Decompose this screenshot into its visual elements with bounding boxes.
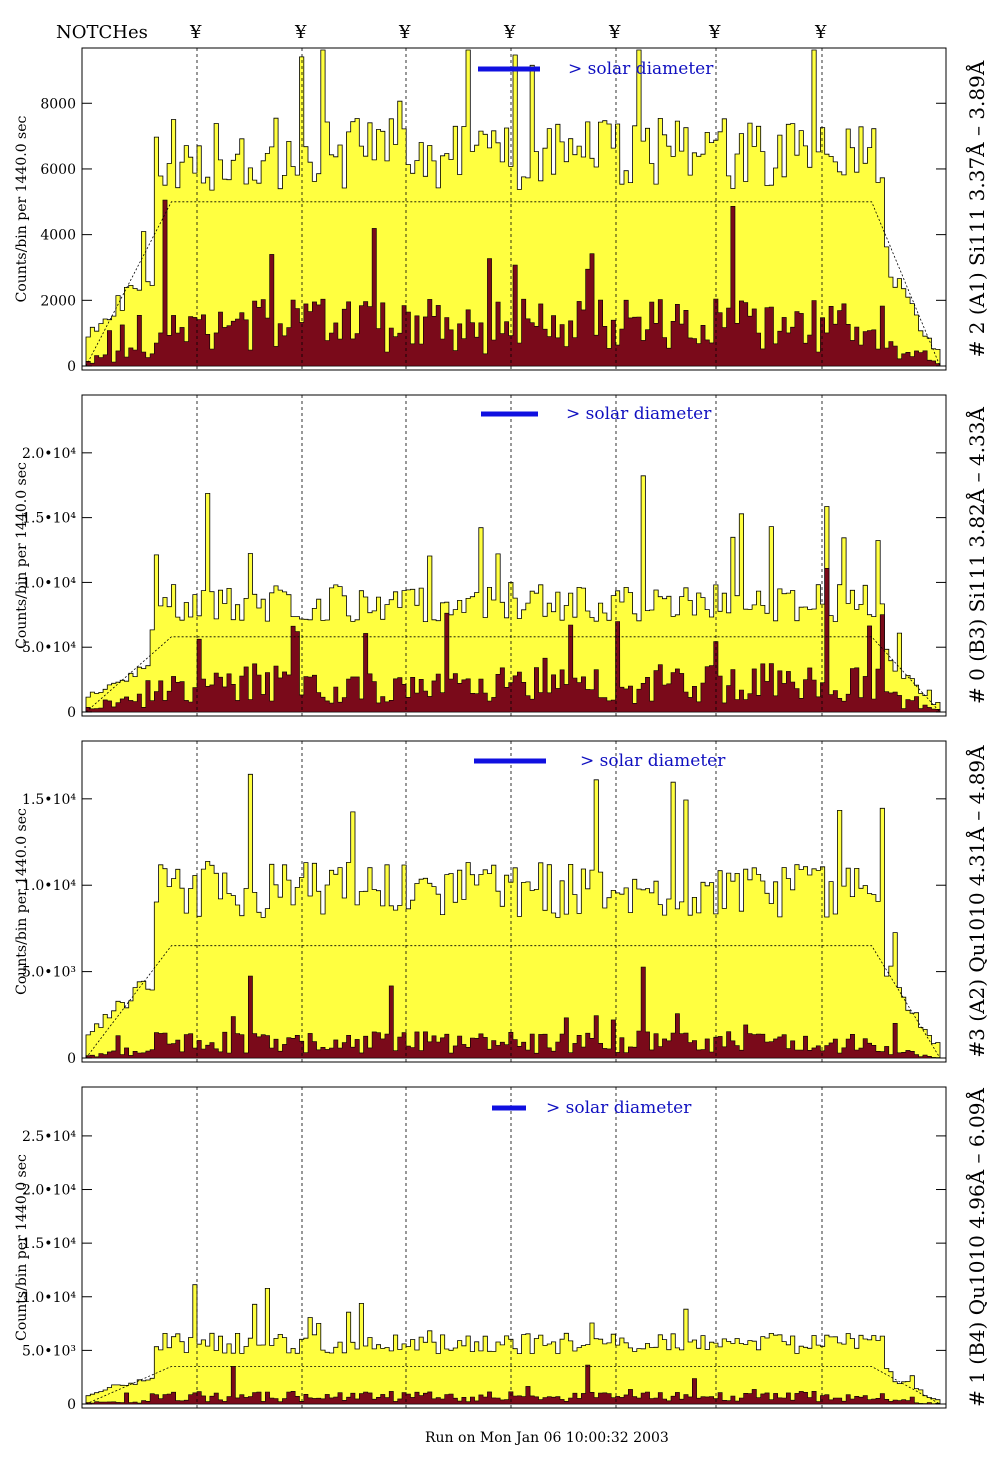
ytick-label: 0 — [67, 1397, 76, 1413]
ylabel: Counts/bin per 1440.0 sec — [14, 115, 30, 302]
ytick-label: 8000 — [40, 96, 76, 112]
notch-marker-3: ¥ — [398, 22, 411, 43]
notch-header: NOTCHes ¥ ¥ ¥ ¥ ¥ ¥ ¥ — [56, 22, 827, 43]
ylabel: Counts/bin per 1440.0 sec — [14, 1154, 30, 1341]
lower-histogram — [85, 568, 941, 713]
upper-histogram — [85, 773, 941, 1059]
upper-histogram — [85, 49, 941, 367]
ytick-label: 0 — [67, 359, 76, 375]
notch-symbols: ¥ ¥ ¥ ¥ ¥ ¥ ¥ — [189, 22, 827, 43]
ytick-label: 5.0•10³ — [22, 1343, 76, 1359]
legend-label: > solar diameter — [580, 751, 726, 771]
plot-frame — [81, 740, 947, 1063]
ytick-label: 5.0•10⁴ — [22, 640, 76, 656]
panel-title: # 0 (B3) Si111 3.82Å – 4.33Å — [964, 407, 989, 704]
model-curve — [85, 636, 941, 713]
legend-label: > solar diameter — [566, 404, 712, 424]
panel-title: #3 (A2) Qu1010 4.31Å – 4.89Å — [964, 745, 989, 1058]
chart-panel-1: 0 2000 4000 6000 8000 Counts/bin per 1440.0 s… — [14, 47, 989, 375]
legend-label: > solar diameter — [546, 1098, 692, 1118]
ytick-label: 1.5•10⁴ — [22, 1236, 76, 1252]
notch-marker-4: ¥ — [503, 22, 516, 43]
plot-frame — [81, 1086, 947, 1409]
ytick-label: 1.0•10⁴ — [22, 1290, 76, 1306]
ytick-label: 2.0•10⁴ — [22, 446, 76, 462]
plot-frame — [81, 47, 947, 371]
ytick-label: 1.0•10⁴ — [22, 878, 76, 894]
plot-frame — [81, 394, 947, 717]
panels: 0 2000 4000 6000 8000 Counts/bin per 1440.0 s… — [14, 47, 989, 1413]
legend-label: > solar diameter — [568, 59, 714, 79]
ytick-label: 1.0•10⁴ — [22, 575, 76, 591]
notch-marker-2: ¥ — [294, 22, 307, 43]
run-timestamp: Run on Mon Jan 06 10:00:32 2003 — [425, 1430, 669, 1446]
ytick-label: 1.5•10⁴ — [22, 511, 76, 527]
ytick-label: 1.5•10⁴ — [22, 792, 76, 808]
ytick-label: 0 — [67, 1051, 76, 1067]
ytick-label: 2.0•10⁴ — [22, 1183, 76, 1199]
lower-histogram — [85, 199, 941, 367]
ytick-label: 6000 — [40, 162, 76, 178]
panel-title: # 1 (B4) Qu1010 4.96Å – 6.09Å — [964, 1088, 989, 1407]
notch-label: NOTCHes — [56, 22, 148, 43]
ytick-label: 2000 — [40, 293, 76, 309]
lower-histogram — [85, 966, 941, 1059]
lower-histogram — [85, 1364, 941, 1405]
ylabel: Counts/bin per 1440.0 sec — [14, 808, 30, 995]
notch-marker-5: ¥ — [608, 22, 621, 43]
ytick-label: 0 — [67, 705, 76, 721]
chart-panel-4: 0 5.0•10³ 1.0•10⁴ 1.5•10⁴ 2.0•10⁴ 2.5•10⁴ Coun… — [14, 1086, 989, 1413]
ytick-label: 5.0•10³ — [22, 965, 76, 981]
ylabel: Counts/bin per 1440.0 sec — [14, 462, 30, 649]
notch-marker-7: ¥ — [814, 22, 827, 43]
ytick-label: 4000 — [40, 228, 76, 244]
chart-panel-2: 0 5.0•10⁴ 1.0•10⁴ 1.5•10⁴ 2.0•10⁴Counts/bin … — [14, 394, 989, 721]
panel-title: # 2 (A1) Si111 3.37Å – 3.89Å — [964, 60, 989, 357]
upper-histogram — [85, 1284, 941, 1405]
ytick-label: 2.5•10⁴ — [22, 1129, 76, 1145]
notch-marker-1: ¥ — [189, 22, 202, 43]
notch-marker-6: ¥ — [708, 22, 721, 43]
